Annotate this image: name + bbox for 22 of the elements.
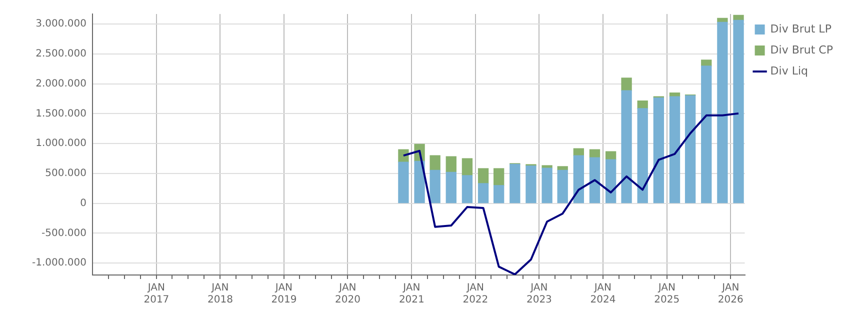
legend-label: Div Brut LP (770, 22, 832, 36)
x-tick-label: JAN 2024 (590, 282, 616, 306)
x-tick-label: JAN 2017 (144, 282, 170, 306)
y-tick-label: 1.000.000 (36, 138, 86, 150)
legend-label: Div Brut CP (770, 43, 834, 56)
x-tick-label: JAN 2023 (526, 282, 552, 306)
x-tick-label: JAN 2025 (654, 282, 680, 306)
x-tick-label: JAN 2018 (207, 282, 233, 306)
x-tick-label: JAN 2019 (271, 282, 297, 306)
x-tick-label: JAN 2026 (718, 282, 744, 306)
y-tick-label: -1.000.000 (32, 258, 86, 269)
y-tick-label: 1.500.000 (36, 108, 86, 120)
legend-label: Div Liq (770, 64, 808, 78)
y-tick-label: -500.000 (42, 228, 86, 239)
x-tick-label: JAN 2020 (335, 282, 360, 306)
y-tick-label: 3.000.000 (36, 18, 86, 30)
x-tick-label: JAN 2022 (462, 282, 488, 306)
y-tick-label: 2.000.000 (36, 78, 86, 90)
y-tick-label: 2.500.000 (36, 48, 86, 60)
y-tick-label: 500.000 (45, 168, 86, 180)
x-tick-label: JAN 2021 (398, 282, 424, 306)
y-tick-label: 0 (80, 198, 86, 209)
